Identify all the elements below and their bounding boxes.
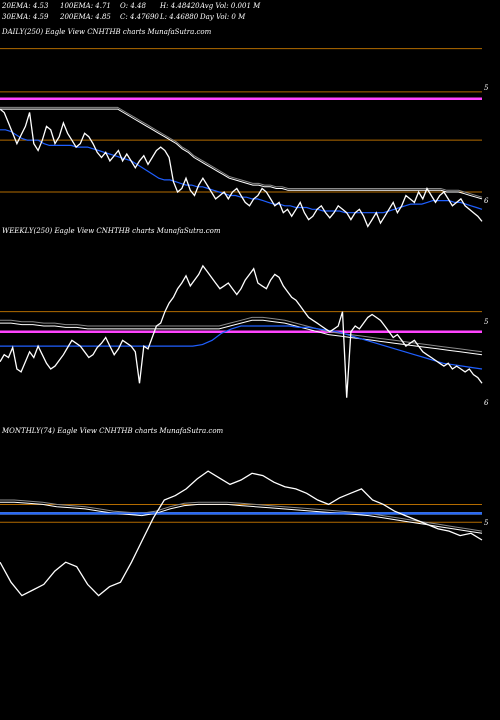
right-tick-1-1: 6 (484, 399, 489, 407)
header-day-vol: Day Vol: 0 M (199, 13, 246, 21)
header-ema20: 20EMA: 4.53 (1, 2, 49, 10)
daily-panel-title: DAILY(250) Eagle View CNHTHB charts Muna… (1, 28, 212, 36)
monthly-panel-title: MONTHLY(74) Eagle View CNHTHB charts Mun… (1, 427, 224, 435)
price-line-2 (0, 470, 483, 597)
ema-long-line-1 (0, 319, 483, 356)
weekly-panel-title: WEEKLY(250) Eagle View CNHTHB charts Mun… (2, 227, 221, 235)
right-tick-1-0: 5 (484, 318, 489, 326)
header-ema100: 100EMA: 4.71 (60, 2, 111, 10)
header-avg-vol: Avg Vol: 0.001 M (199, 2, 261, 10)
right-tick-0-1: 6 (484, 197, 489, 205)
header-ema200: 200EMA: 4.85 (59, 13, 111, 21)
header-open: O: 4.48 (120, 2, 146, 10)
ema-longest-line-0 (0, 106, 483, 198)
ema-long-line-0 (0, 108, 483, 200)
price-line-0 (0, 108, 483, 228)
price-line-1 (0, 264, 483, 398)
header-close: C: 4.47690 (120, 13, 159, 21)
ema-long-line-2 (0, 501, 483, 534)
header-ema30: 30EMA: 4.59 (2, 13, 49, 21)
ema-longest-line-2 (0, 499, 483, 532)
header-high: H: 4.48420 (159, 2, 200, 10)
right-tick-2-0: 5 (484, 519, 489, 527)
header-low: L: 4.46880 (159, 13, 199, 21)
right-tick-0-0: 5 (484, 84, 489, 92)
